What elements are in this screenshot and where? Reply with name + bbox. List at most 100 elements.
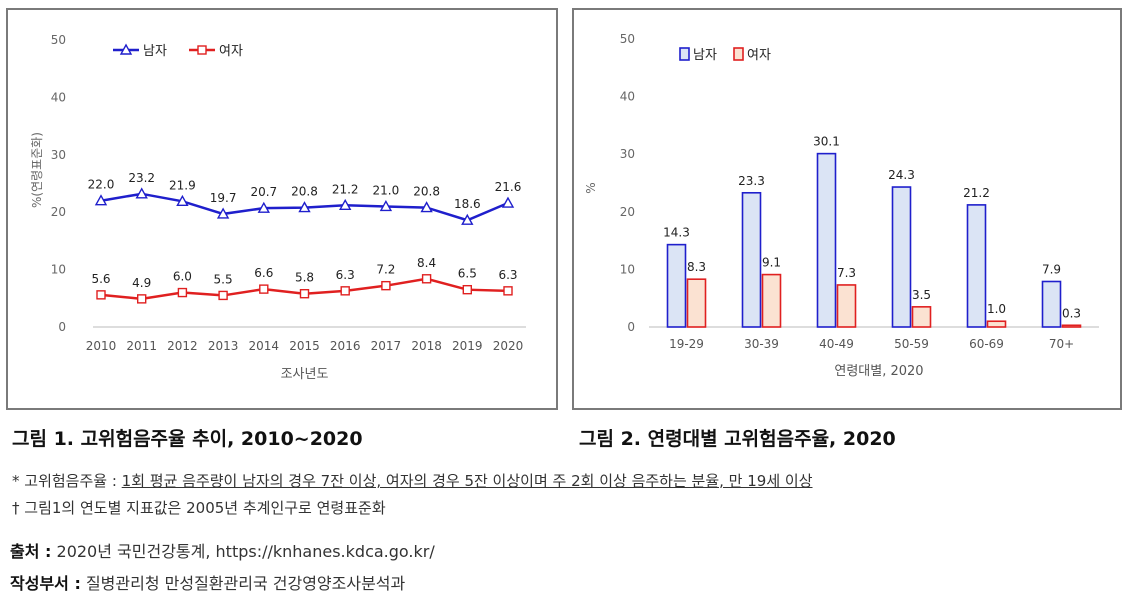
data-point-male: [135, 187, 148, 199]
bar-value-label: 0.3: [1062, 306, 1081, 320]
bar-male: [741, 191, 762, 328]
data-point-female: [299, 289, 310, 299]
bar-male: [891, 186, 912, 328]
data-point-male: [501, 196, 515, 208]
data-label: 6.3: [498, 268, 517, 282]
source-line: 출처 : 2020년 국민건강통계, https://knhanes.kdca.…: [10, 538, 435, 562]
author-value: 질병관리청 만성질환관리국 건강영양조사분석과: [85, 574, 406, 593]
figure2-caption: 그림 2. 연령대별 고위험음주율, 2020: [579, 428, 896, 450]
data-label: 22.0: [88, 178, 115, 192]
bar-female: [911, 306, 932, 328]
data-label: 8.4: [417, 256, 436, 270]
bar-chart: 0 10 20 30 40 50% 19-29 14.3 8.3 30-39 23.3 9.1 40-4…: [584, 32, 1099, 379]
x-tick-label: 2014: [249, 339, 280, 353]
x-axis-title: 조사년도: [281, 367, 329, 382]
bar-male: [966, 204, 987, 328]
data-point-male: [94, 194, 108, 206]
source-value: 2020년 국민건강통계, https://knhanes.kdca.go.kr…: [56, 542, 435, 561]
bar-value-label: 3.5: [912, 288, 931, 302]
data-point-female: [218, 290, 228, 301]
bar-value-label: 7.9: [1042, 262, 1061, 276]
data-label: 21.0: [373, 183, 400, 197]
y-tick-label: 20: [51, 205, 66, 219]
legend-label: 여자: [219, 44, 243, 59]
x-tick-label: 2020: [493, 339, 524, 353]
x-tick-label: 40-49: [819, 337, 854, 351]
data-label: 6.5: [458, 267, 477, 281]
legend-label: 여자: [747, 48, 771, 63]
line-chart-panel: 0 10 20 30 40 50 2010 2011 2012 2013 2014 2015 2016 2…: [6, 8, 558, 410]
data-label: 20.7: [250, 185, 277, 199]
data-point-male: [420, 201, 433, 213]
data-label: 4.9: [132, 276, 151, 290]
bar-male: [666, 243, 687, 328]
data-point-male: [298, 201, 311, 213]
data-label: 5.6: [91, 272, 110, 286]
y-tick-label: 0: [627, 320, 635, 334]
footnote-standardization: † 그림1의 연도별 지표값은 2005년 추계인구로 연령표준화: [12, 499, 386, 517]
y-tick-label: 40: [620, 90, 635, 104]
x-tick-label: 50-59: [894, 337, 929, 351]
author-line: 작성부서 : 질병관리청 만성질환관리국 건강영양조사분석과: [10, 570, 405, 594]
data-label: 7.2: [376, 263, 395, 277]
x-tick-label: 2013: [208, 339, 239, 353]
figure1-caption: 그림 1. 고위험음주율 추이, 2010~2020: [12, 428, 363, 450]
bar-female: [986, 320, 1007, 328]
x-axis-title: 연령대별, 2020: [834, 364, 923, 379]
data-point-female: [421, 274, 432, 284]
bar-value-label: 21.2: [963, 186, 990, 200]
data-point-male: [216, 207, 230, 219]
data-point-male: [379, 200, 393, 212]
bar-value-label: 23.3: [738, 174, 765, 188]
legend-swatch: [733, 47, 744, 61]
line-chart: 0 10 20 30 40 50 2010 2011 2012 2013 2014 2015 2016 2…: [30, 33, 526, 382]
y-axis-title: %(연령표준화): [30, 132, 44, 208]
data-label: 20.8: [413, 185, 440, 199]
bar-value-label: 8.3: [687, 260, 706, 274]
data-label: 21.6: [495, 180, 522, 194]
bar-value-label: 7.3: [837, 266, 856, 280]
x-tick-label: 2017: [371, 339, 402, 353]
data-label: 20.8: [291, 185, 318, 199]
data-point-female: [136, 294, 147, 304]
legend-label: 남자: [143, 44, 167, 59]
y-axis-title: %: [584, 182, 598, 193]
y-tick-label: 50: [51, 33, 66, 47]
bar-male: [1041, 280, 1062, 328]
source-label: 출처 :: [10, 542, 52, 561]
legend-marker-female: [197, 45, 207, 55]
data-point-male: [176, 194, 189, 206]
y-tick-label: 10: [620, 262, 635, 276]
data-point-female: [96, 290, 106, 300]
data-label: 21.2: [332, 182, 359, 196]
bar-female: [1061, 324, 1082, 328]
legend-label: 남자: [693, 48, 717, 63]
data-label: 5.8: [295, 271, 314, 285]
y-tick-label: 40: [51, 90, 66, 104]
bar-chart-panel: 0 10 20 30 40 50% 19-29 14.3 8.3 30-39 23.3 9.1 40-4…: [572, 8, 1122, 410]
bar-value-label: 9.1: [762, 256, 781, 270]
x-tick-label: 2019: [452, 339, 483, 353]
footnote-definition-prefix: * 고위험음주율 :: [12, 472, 122, 490]
data-label: 6.0: [173, 270, 192, 284]
data-point-male: [461, 213, 474, 225]
x-tick-label: 19-29: [669, 337, 704, 351]
bar-value-label: 30.1: [813, 135, 840, 149]
footnote-definition: * 고위험음주율 : 1회 평균 음주량이 남자의 경우 7잔 이상, 여자의 …: [12, 470, 813, 491]
data-label: 23.2: [128, 171, 155, 185]
x-tick-label: 2018: [411, 339, 442, 353]
bar-male: [816, 152, 837, 328]
data-label: 5.5: [214, 272, 233, 286]
x-tick-label: 30-39: [744, 337, 779, 351]
data-point-female: [503, 286, 513, 296]
bar-female: [686, 278, 707, 328]
x-tick-label: 2012: [167, 339, 198, 353]
data-point-female: [340, 286, 350, 296]
data-point-female: [381, 280, 391, 291]
x-tick-label: 70+: [1049, 337, 1074, 351]
y-tick-label: 20: [620, 205, 635, 219]
legend-swatch: [679, 47, 690, 61]
x-tick-label: 2015: [289, 339, 320, 353]
data-point-male: [339, 198, 352, 211]
bar-female: [761, 273, 782, 328]
